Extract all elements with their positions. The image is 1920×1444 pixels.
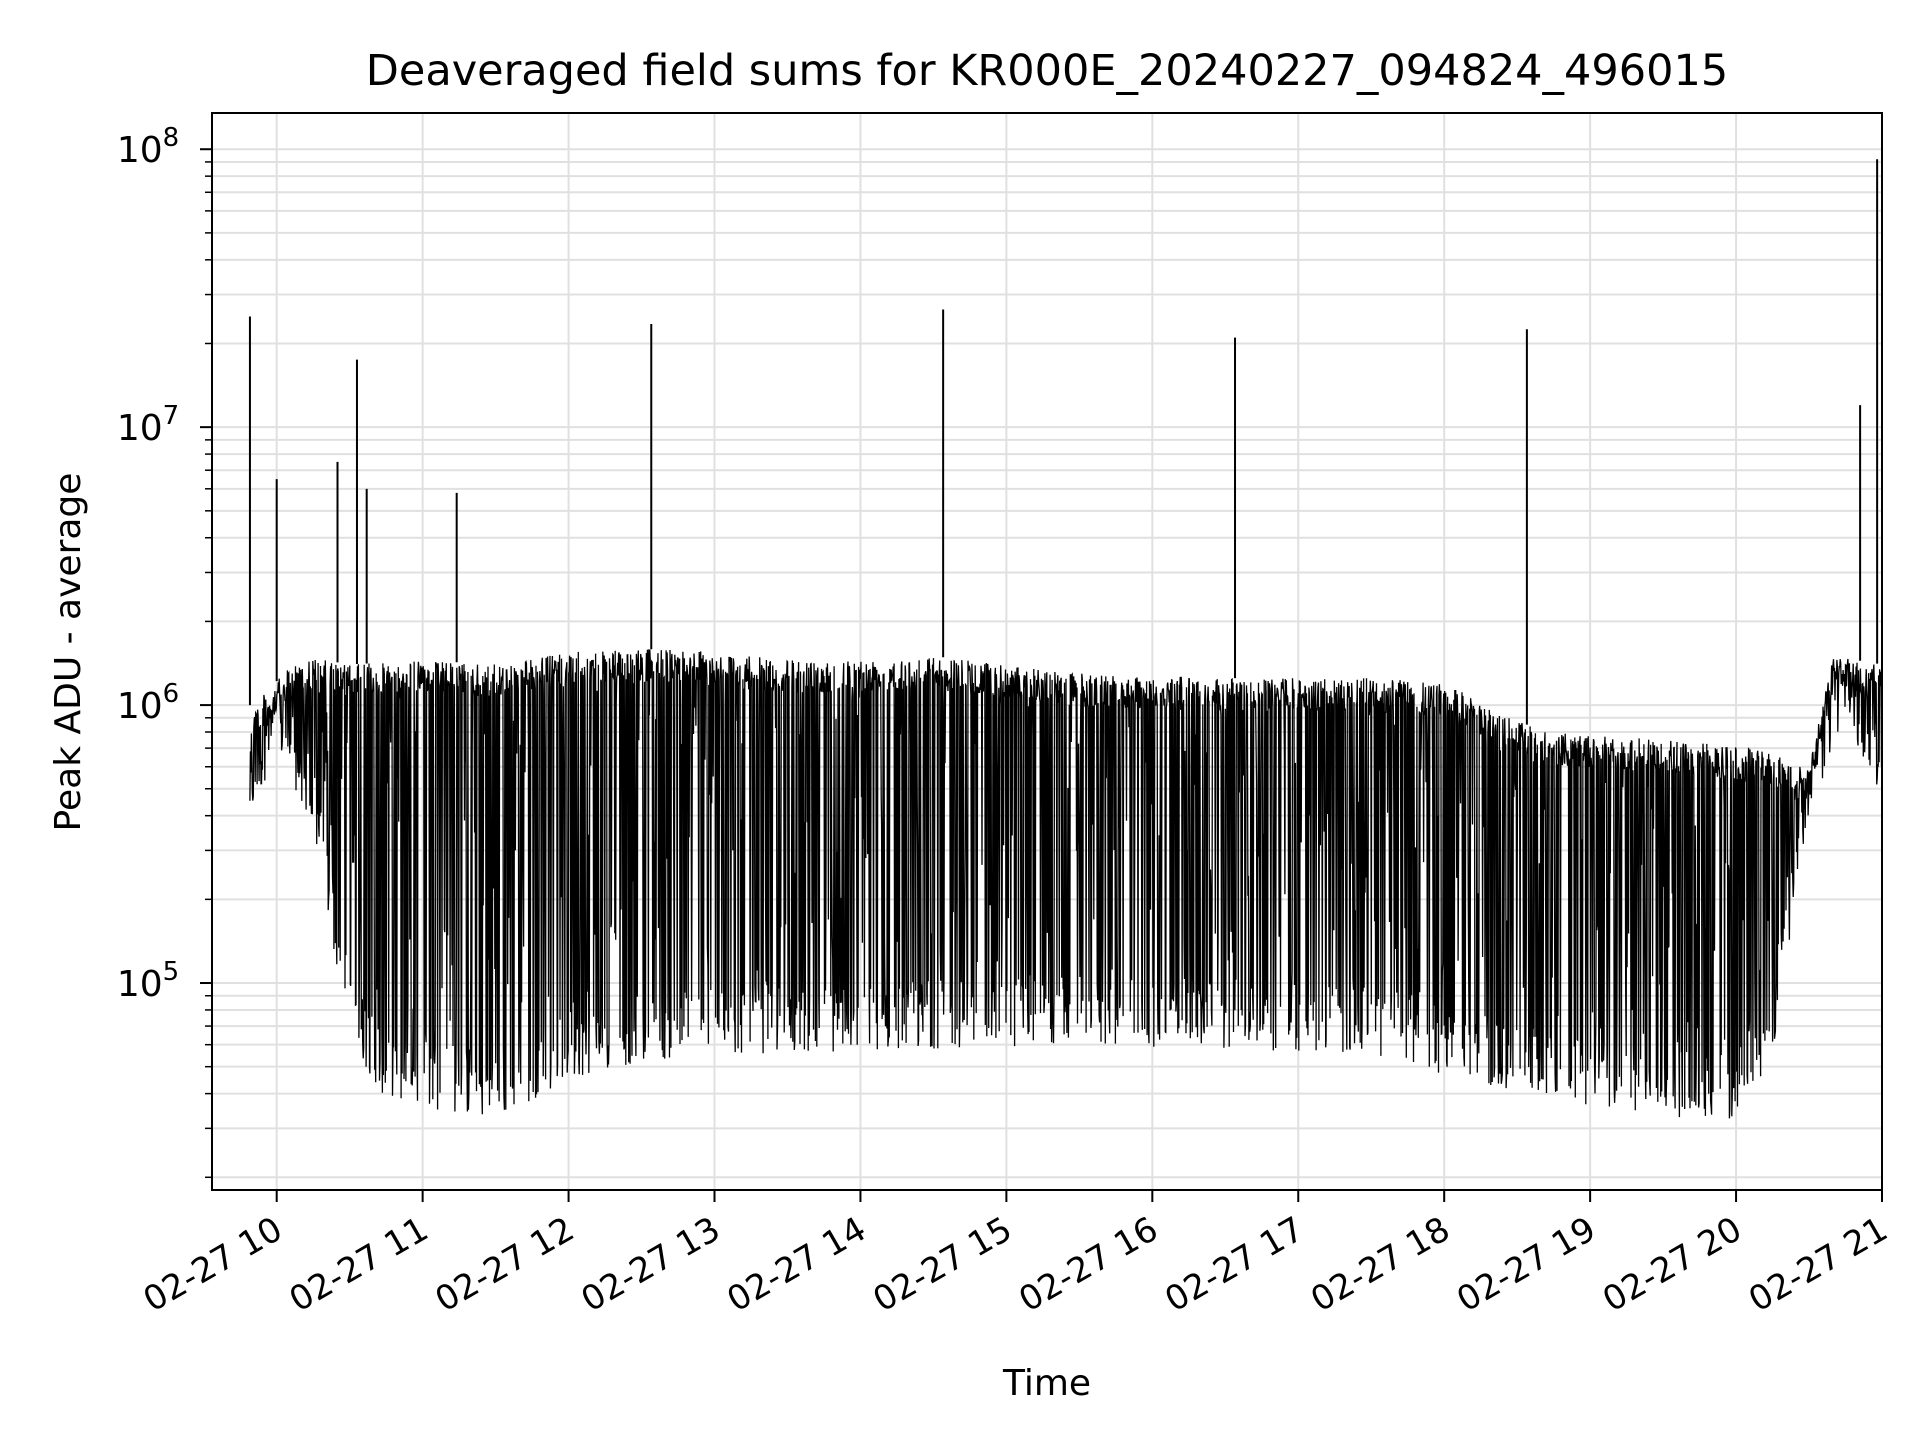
y-tick-label: 108 bbox=[117, 123, 179, 171]
data-layer bbox=[248, 159, 1883, 1119]
y-axis-label: Peak ADU - average bbox=[48, 473, 89, 832]
plot-frame bbox=[211, 112, 1883, 1191]
y-tick-label: 105 bbox=[117, 957, 179, 1005]
chart-title: Deaveraged field sums for KR000E_2024022… bbox=[366, 46, 1728, 96]
y-tick-label: 107 bbox=[117, 401, 179, 449]
y-tick-label: 106 bbox=[117, 679, 179, 727]
x-axis-label: Time bbox=[1002, 1363, 1091, 1404]
data-trace bbox=[249, 649, 1883, 1119]
